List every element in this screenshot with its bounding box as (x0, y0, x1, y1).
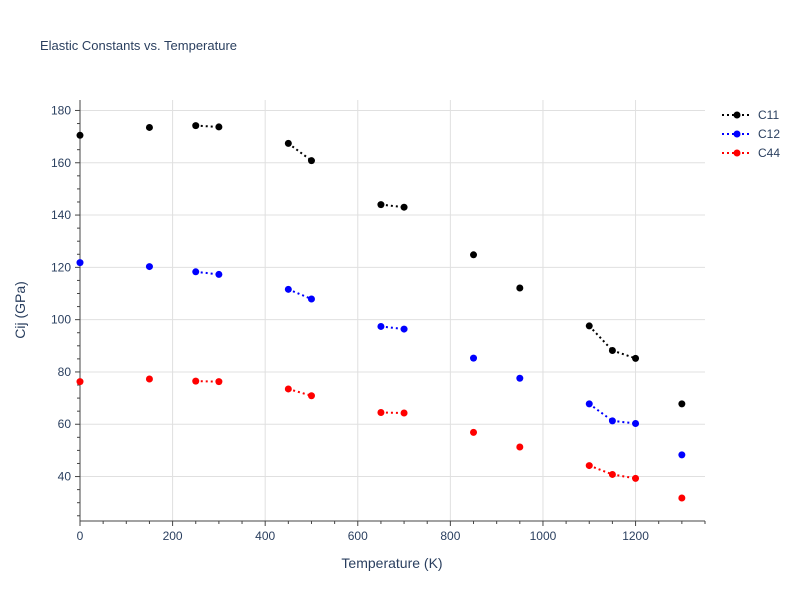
series-segment (612, 349, 636, 360)
data-point (192, 122, 200, 130)
legend-label: C44 (758, 146, 780, 160)
chart-title: Elastic Constants vs. Temperature (40, 38, 238, 53)
data-point (678, 451, 686, 459)
series-segment (195, 270, 220, 276)
legend-swatch-marker (733, 130, 741, 138)
series-segment (380, 203, 405, 209)
data-point (377, 322, 385, 330)
x-tick-label: 800 (440, 529, 460, 543)
data-point (284, 139, 292, 147)
legend-layer: C11 C12 C44 (722, 108, 780, 160)
data-point (377, 408, 385, 416)
data-point (76, 378, 84, 386)
x-tick-label: 200 (163, 529, 183, 543)
data-point (678, 494, 686, 502)
data-point (284, 285, 292, 293)
y-tick-label: 180 (51, 103, 71, 117)
data-point (145, 123, 153, 131)
data-point (400, 325, 408, 333)
x-tick-label: 600 (348, 529, 368, 543)
data-point (585, 400, 593, 408)
series-segment (287, 142, 313, 162)
data-point (585, 322, 593, 330)
legend-item-c11: C11 (722, 108, 779, 122)
data-point (145, 375, 153, 383)
series-segment (380, 325, 405, 331)
data-point (215, 123, 223, 131)
data-point (470, 251, 478, 259)
data-point (516, 443, 524, 451)
x-axis-title: Temperature (K) (341, 555, 442, 571)
y-tick-label: 60 (58, 417, 72, 431)
data-point (76, 131, 84, 139)
series-segment (588, 403, 613, 422)
data-point (516, 374, 524, 382)
data-point (307, 295, 315, 303)
series-c12 (76, 259, 686, 459)
data-point (608, 470, 616, 478)
data-point (585, 462, 593, 470)
x-tick-label: 1200 (622, 529, 649, 543)
legend-label: C11 (758, 108, 779, 122)
data-point (215, 270, 223, 278)
y-tick-label: 80 (58, 365, 72, 379)
y-tick-label: 120 (51, 260, 71, 274)
data-point (608, 417, 616, 425)
series-layer (76, 122, 686, 502)
series-segment (380, 411, 405, 415)
legend-swatch-marker (733, 149, 741, 157)
series-segment (588, 464, 613, 476)
data-point (632, 419, 640, 427)
legend-swatch-marker (733, 111, 741, 119)
series-segment (612, 419, 636, 425)
data-point (470, 354, 478, 362)
series-segment (195, 380, 219, 383)
data-point (307, 157, 315, 165)
data-point (284, 385, 292, 393)
data-point (145, 263, 153, 271)
data-point (76, 259, 84, 267)
series-c44 (76, 375, 686, 502)
series-segment (288, 387, 312, 397)
data-point (516, 284, 524, 292)
axes-layer: 0 200 400 600 800 1000 1200 40 60 80 100 120 140 160 1… (51, 100, 706, 543)
y-tick-label: 140 (51, 208, 71, 222)
series-segment (195, 124, 219, 128)
x-tick-label: 1000 (530, 529, 557, 543)
legend-label: C12 (758, 127, 780, 141)
series-segment (287, 288, 312, 300)
data-point (377, 201, 385, 209)
legend-item-c12: C12 (722, 127, 780, 141)
data-point (678, 400, 686, 408)
data-point (400, 409, 408, 417)
data-point (307, 392, 315, 400)
x-tick-label: 0 (77, 529, 84, 543)
y-axis-title: Cij (GPa) (12, 281, 28, 339)
data-point (192, 377, 200, 385)
x-tick-label: 400 (255, 529, 275, 543)
data-point (470, 428, 478, 436)
data-point (192, 268, 200, 276)
grid-layer (80, 100, 705, 521)
y-tick-label: 160 (51, 156, 71, 170)
y-tick-label: 40 (58, 470, 72, 484)
data-point (608, 347, 616, 355)
data-point (400, 203, 408, 211)
series-c11 (76, 122, 686, 408)
data-point (632, 474, 640, 482)
y-tick-label: 100 (51, 313, 71, 327)
series-segment (588, 325, 614, 352)
series-segment (612, 473, 636, 480)
data-point (215, 378, 223, 386)
data-point (632, 354, 640, 362)
legend-item-c44: C44 (722, 146, 780, 160)
